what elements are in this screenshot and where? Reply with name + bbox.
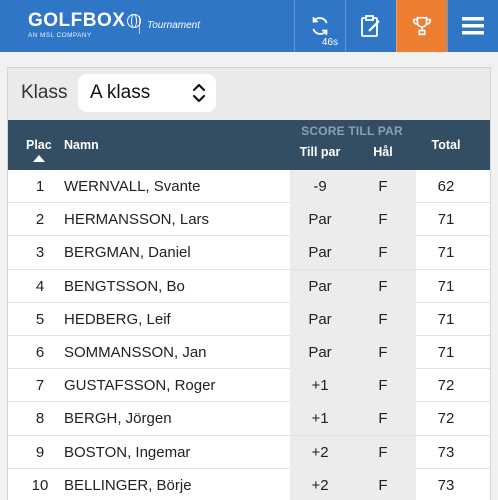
- position-cell: 4: [35, 277, 45, 295]
- leaderboard-panel: Klass A klass Plac Namn SCORE TILL PAR T…: [7, 67, 491, 500]
- to-par-cell: +2: [290, 468, 350, 500]
- holes-cell: F: [350, 236, 416, 270]
- total-cell: 71: [437, 277, 455, 295]
- to-par-cell: Par: [290, 236, 350, 270]
- brand-tagline: Tournament: [147, 20, 200, 31]
- class-select[interactable]: A klass: [78, 74, 216, 112]
- table-row[interactable]: 1 WERNVALL, Svante -9 F 62: [8, 170, 490, 204]
- holes-cell: F: [350, 170, 416, 203]
- total-cell: 62: [437, 178, 455, 195]
- player-name-cell: WERNVALL, Svante: [64, 178, 201, 195]
- column-group-score: SCORE TILL PAR: [301, 124, 403, 138]
- column-header-hal[interactable]: Hål: [373, 145, 393, 159]
- scorecard-icon: [360, 15, 380, 37]
- leaderboard-button[interactable]: [396, 0, 447, 52]
- position-cell: 9: [35, 443, 45, 461]
- refresh-countdown: 46s: [321, 37, 338, 48]
- player-name-cell: BOSTON, Ingemar: [64, 443, 191, 461]
- holes-cell: F: [350, 435, 416, 469]
- top-bar: GOLFBOX AN MSL COMPANY Tournament 46s: [0, 0, 498, 52]
- holes-cell: F: [350, 269, 416, 303]
- brand-logo[interactable]: GOLFBOX AN MSL COMPANY: [28, 10, 142, 39]
- leaderboard-rows: 1 WERNVALL, Svante -9 F 62 2 HERMANSSON,…: [8, 170, 490, 500]
- player-name-cell: BENGTSSON, Bo: [64, 277, 185, 295]
- brand-text: GOLFBOX: [28, 10, 126, 31]
- table-row[interactable]: 7 GUSTAFSSON, Roger +1 F 72: [8, 369, 490, 403]
- table-row[interactable]: 6 SOMMANSSON, Jan Par F 71: [8, 335, 490, 370]
- position-cell: 1: [35, 178, 45, 195]
- table-row[interactable]: 5 HEDBERG, Leif Par F 71: [8, 302, 490, 336]
- table-row[interactable]: 4 BENGTSSON, Bo Par F 71: [8, 269, 490, 303]
- total-cell: 71: [437, 244, 455, 262]
- refresh-icon: [312, 16, 327, 36]
- position-cell: 3: [35, 244, 45, 262]
- to-par-cell: Par: [290, 302, 350, 336]
- to-par-cell: Par: [290, 335, 350, 369]
- player-name-cell: BERGH, Jörgen: [64, 410, 172, 428]
- holes-cell: F: [350, 203, 416, 237]
- scorecard-button[interactable]: [345, 0, 395, 52]
- total-cell: 71: [437, 343, 455, 361]
- to-par-cell: Par: [290, 269, 350, 303]
- position-cell: 10: [31, 476, 49, 494]
- column-header-namn[interactable]: Namn: [64, 138, 99, 152]
- table-row[interactable]: 9 BOSTON, Ingemar +2 F 73: [8, 435, 490, 469]
- position-cell: 5: [35, 310, 45, 328]
- table-row[interactable]: 10 BELLINGER, Börje +2 F 73: [8, 468, 490, 500]
- table-row[interactable]: 8 BERGH, Jörgen +1 F 72: [8, 402, 490, 436]
- to-par-cell: +1: [290, 402, 350, 436]
- refresh-button[interactable]: 46s: [294, 0, 344, 52]
- position-cell: 7: [35, 377, 45, 395]
- total-cell: 72: [437, 377, 455, 395]
- to-par-cell: +2: [290, 435, 350, 469]
- class-select-value: A klass: [90, 82, 151, 103]
- globe-icon: [127, 14, 142, 28]
- class-filter-bar: Klass A klass: [8, 68, 490, 120]
- menu-icon: [462, 17, 484, 35]
- player-name-cell: BELLINGER, Börje: [64, 476, 192, 494]
- column-header-total[interactable]: Total: [431, 138, 461, 152]
- holes-cell: F: [350, 335, 416, 369]
- to-par-cell: +1: [290, 369, 350, 403]
- player-name-cell: HERMANSSON, Lars: [64, 211, 210, 229]
- position-cell: 2: [35, 211, 45, 229]
- to-par-cell: Par: [290, 203, 350, 237]
- player-name-cell: GUSTAFSSON, Roger: [64, 377, 216, 395]
- table-header: Plac Namn SCORE TILL PAR Till par Hål To…: [8, 120, 490, 170]
- column-header-plac[interactable]: Plac: [26, 138, 52, 152]
- column-header-till-par[interactable]: Till par: [299, 145, 341, 159]
- to-par-cell: -9: [290, 170, 350, 203]
- position-cell: 8: [35, 410, 45, 428]
- position-cell: 6: [35, 343, 45, 361]
- trophy-icon: [412, 16, 432, 36]
- sort-ascending-icon[interactable]: [33, 155, 45, 162]
- holes-cell: F: [350, 302, 416, 336]
- menu-button[interactable]: [447, 0, 498, 52]
- holes-cell: F: [350, 468, 416, 500]
- table-row[interactable]: 3 BERGMAN, Daniel Par F 71: [8, 236, 490, 270]
- brand-divider: [139, 16, 140, 34]
- chevron-updown-icon: [192, 83, 206, 103]
- player-name-cell: SOMMANSSON, Jan: [64, 343, 207, 361]
- brand-name: GOLFBOX: [28, 10, 142, 31]
- total-cell: 71: [437, 310, 455, 328]
- total-cell: 71: [437, 211, 455, 229]
- holes-cell: F: [350, 402, 416, 436]
- total-cell: 73: [437, 443, 455, 461]
- holes-cell: F: [350, 369, 416, 403]
- player-name-cell: HEDBERG, Leif: [64, 310, 171, 328]
- player-name-cell: BERGMAN, Daniel: [64, 244, 191, 262]
- brand-subtitle: AN MSL COMPANY: [28, 32, 92, 39]
- total-cell: 73: [437, 476, 455, 494]
- class-label: Klass: [21, 82, 68, 103]
- total-cell: 72: [437, 410, 455, 428]
- table-row[interactable]: 2 HERMANSSON, Lars Par F 71: [8, 203, 490, 237]
